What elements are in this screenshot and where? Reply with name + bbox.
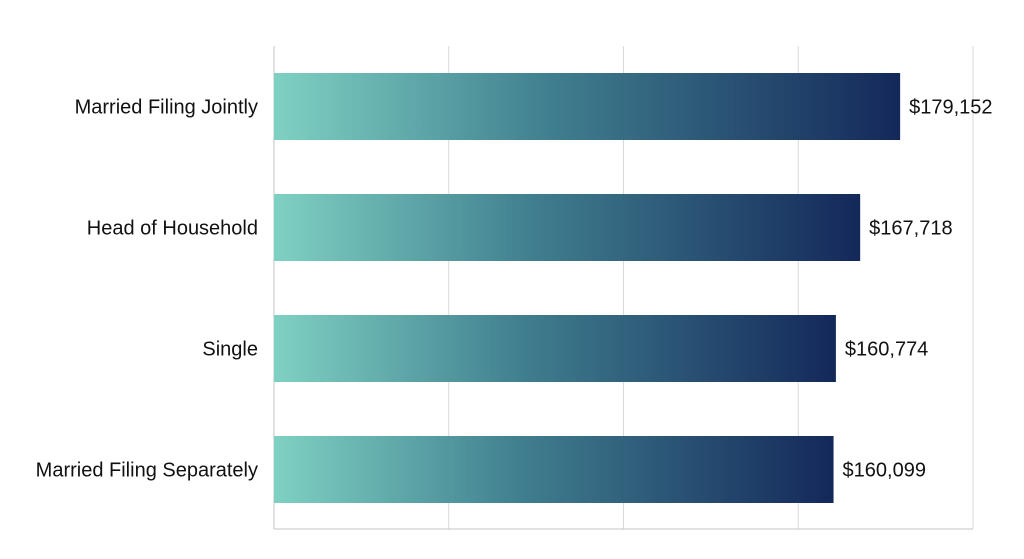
category-label: Married Filing Separately bbox=[36, 460, 258, 482]
bar bbox=[274, 73, 901, 140]
bar bbox=[274, 315, 836, 382]
value-label: $160,774 bbox=[845, 339, 928, 361]
category-label: Head of Household bbox=[87, 218, 258, 240]
value-label: $167,718 bbox=[869, 218, 952, 240]
bar bbox=[274, 436, 834, 503]
category-label: Single bbox=[202, 339, 258, 361]
value-label: $179,152 bbox=[909, 97, 992, 119]
labels: Married Filing Jointly $179,152 Head of Ho… bbox=[36, 97, 993, 482]
bars bbox=[274, 73, 901, 503]
category-label: Married Filing Jointly bbox=[75, 97, 258, 119]
bar bbox=[274, 194, 861, 261]
value-label: $160,099 bbox=[843, 460, 926, 482]
